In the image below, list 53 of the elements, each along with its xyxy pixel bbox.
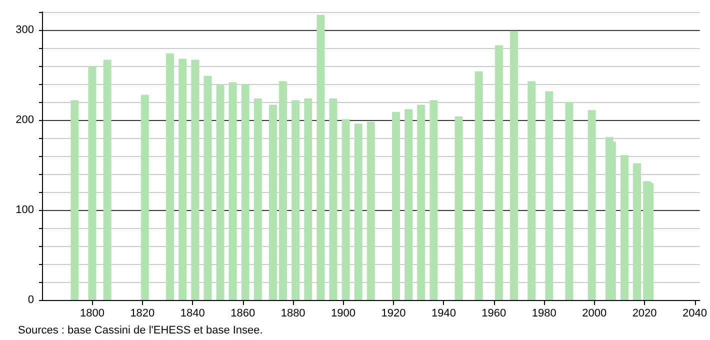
bar [474,71,483,300]
bar [216,84,224,300]
bar [329,98,338,300]
y-tick-label: 300 [16,24,34,36]
bar [316,14,325,300]
bar [279,81,288,300]
bar [140,94,149,300]
y-tick-label: 100 [16,204,34,216]
x-tick-label: 1960 [482,308,506,320]
bar [620,155,628,300]
bar [254,98,262,300]
x-tick-label: 1900 [331,308,356,320]
bar [366,122,375,300]
x-tick-label: 2000 [582,308,607,320]
bar [166,53,174,300]
bar [545,91,554,300]
x-tick-label: 2040 [682,308,708,320]
x-tick-label: 1820 [130,308,155,320]
bar [430,100,438,300]
bar [241,84,250,300]
bar [304,98,312,300]
bar [588,110,596,300]
source-note: Sources : base Cassini de l'EHESS et base Insee. [18,324,263,336]
x-tick-label: 1920 [381,308,406,320]
bar [454,116,463,300]
bar [88,66,96,300]
y-tick-label: 200 [16,114,34,126]
x-tick-label: 1880 [280,308,306,320]
x-tick-label: 1800 [80,308,104,320]
x-tick-label: 1860 [230,308,256,320]
x-tick-label: 1940 [431,308,456,320]
bar [354,124,362,300]
bar [494,45,503,300]
bar [417,104,426,300]
y-tick-label: 0 [28,294,34,306]
x-tick-label: 1840 [180,308,205,320]
x-tick-label: 1980 [532,308,556,320]
bar [392,112,400,300]
bar [404,109,413,300]
bar [510,30,518,300]
bar [268,104,277,300]
x-tick-label: 2020 [632,308,657,320]
bar [528,81,536,300]
bar [178,58,187,300]
bar [228,82,237,300]
bar [191,60,200,300]
bar [565,102,574,300]
bar [103,60,112,300]
bar [70,100,79,300]
bar [633,163,642,300]
bar [342,119,350,300]
bar [204,76,212,300]
bar [292,100,300,300]
